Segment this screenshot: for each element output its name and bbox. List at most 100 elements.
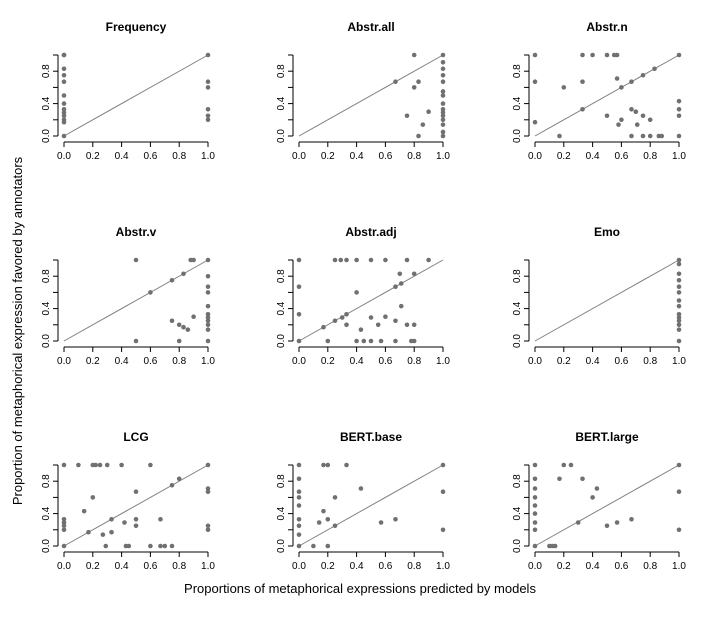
y-tick-label: 0.8 — [276, 64, 287, 78]
data-point — [411, 85, 417, 90]
data-point — [440, 129, 446, 135]
data-point — [383, 314, 388, 320]
y-tick-label: 0.8 — [512, 269, 523, 283]
data-point — [325, 516, 331, 522]
data-point — [440, 462, 446, 468]
panel-abstr-adj: Abstr.adj 0.0 0.2 0.4 0.6 0.8 1.0 0.0 0.4 0.8 — [276, 225, 450, 367]
data-point — [61, 101, 67, 106]
data-point — [676, 462, 682, 468]
x-tick-label: 0.2 — [86, 151, 100, 162]
data-point — [296, 257, 302, 263]
data-point — [532, 52, 538, 58]
y-tick-label: 0.4 — [512, 96, 523, 110]
data-point — [440, 93, 446, 98]
y-axis-label: Proportion of metaphorical expression fa… — [10, 156, 25, 505]
data-point — [321, 508, 326, 514]
data-point — [205, 290, 211, 295]
data-point — [338, 257, 344, 263]
data-point — [126, 543, 132, 549]
data-point — [296, 523, 302, 529]
reference-diagonal — [63, 54, 209, 137]
data-point — [580, 79, 585, 85]
data-point — [311, 543, 316, 549]
data-point — [604, 113, 610, 119]
data-point — [378, 520, 384, 525]
data-point — [191, 314, 196, 320]
y-tick-label: 0.4 — [41, 96, 52, 110]
x-tick-label: 0.8 — [172, 151, 186, 162]
x-tick-label: 0.8 — [407, 151, 421, 162]
x-tick-label: 0.4 — [586, 356, 600, 367]
data-point — [614, 52, 620, 58]
data-point — [440, 72, 446, 78]
data-point — [61, 113, 67, 119]
x-tick-label: 1.0 — [436, 356, 450, 367]
data-point — [614, 520, 620, 525]
data-point — [440, 89, 446, 94]
data-point — [148, 290, 153, 295]
data-point — [393, 338, 398, 344]
data-point — [440, 133, 446, 139]
data-point — [532, 520, 538, 525]
data-point — [440, 52, 446, 58]
data-point — [614, 76, 620, 81]
y-tick-label: 0.0 — [512, 129, 523, 143]
data-point — [440, 79, 446, 85]
data-point — [61, 72, 67, 78]
x-tick-label: 0.2 — [557, 151, 571, 162]
data-point — [440, 122, 446, 127]
data-point — [440, 101, 446, 106]
data-point — [568, 462, 574, 468]
panel-title: Frequency — [106, 20, 167, 34]
data-point — [420, 122, 426, 127]
data-point — [205, 106, 211, 112]
x-tick-label: 0.0 — [57, 151, 71, 162]
x-tick-label: 0.8 — [643, 356, 657, 367]
data-point — [205, 311, 211, 317]
x-tick-label: 0.4 — [586, 151, 600, 162]
data-point — [532, 476, 538, 482]
y-tick-label: 0.8 — [41, 64, 52, 78]
data-point — [393, 79, 398, 85]
data-point — [561, 85, 567, 90]
x-tick-label: 0.6 — [614, 561, 628, 572]
data-point — [411, 52, 417, 58]
data-point — [676, 284, 682, 290]
data-point — [133, 489, 139, 495]
data-point — [344, 311, 349, 317]
data-point — [61, 133, 67, 139]
data-point — [61, 106, 67, 112]
data-point — [676, 327, 682, 332]
x-tick-label: 0.6 — [143, 151, 157, 162]
data-point — [325, 462, 331, 468]
data-point — [404, 322, 410, 328]
data-point — [368, 338, 374, 344]
data-point — [205, 318, 211, 324]
data-point — [358, 486, 364, 491]
data-point — [86, 529, 91, 535]
data-point — [344, 257, 349, 263]
y-tick-label: 0.0 — [41, 539, 52, 553]
data-point — [61, 52, 67, 58]
data-point — [332, 257, 338, 263]
x-tick-label: 0.4 — [115, 561, 129, 572]
data-point — [393, 516, 398, 522]
panel-title: Abstr.all — [347, 20, 394, 34]
data-point — [148, 543, 153, 549]
data-point — [109, 516, 114, 522]
data-point — [76, 462, 81, 468]
x-tick-label: 0.4 — [350, 561, 364, 572]
data-point — [133, 523, 139, 529]
data-point — [411, 271, 417, 277]
data-point — [676, 290, 682, 295]
data-point — [176, 476, 182, 482]
data-point — [61, 462, 67, 468]
data-point — [557, 133, 562, 139]
data-point — [61, 516, 67, 522]
data-point — [361, 338, 367, 344]
data-point — [93, 462, 98, 468]
y-tick-label: 0.0 — [276, 334, 287, 348]
data-point — [383, 257, 388, 263]
x-tick-label: 0.6 — [143, 356, 157, 367]
x-tick-label: 0.4 — [115, 151, 129, 162]
